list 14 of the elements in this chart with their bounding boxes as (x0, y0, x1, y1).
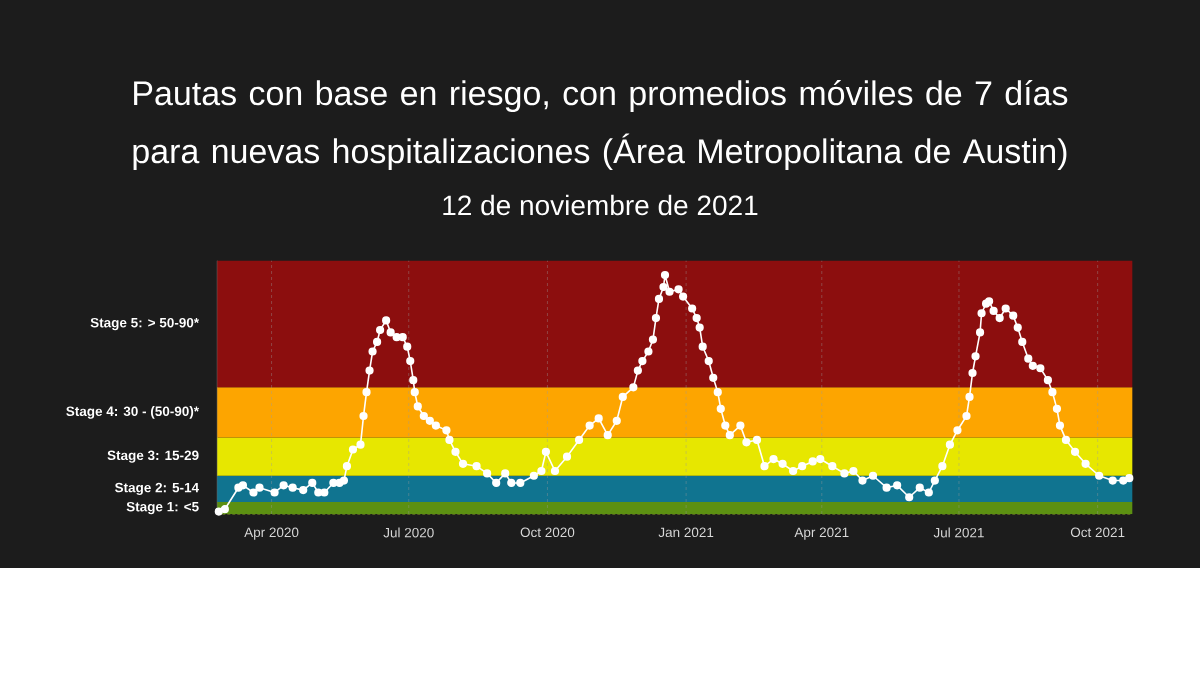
x-tick-label: Oct 2021 (1070, 527, 1125, 538)
chart-subtitle: 12 de noviembre de 2021 (443, 194, 758, 216)
band-label: Stage 4: 30 - (50-90)* (66, 406, 200, 419)
chart-title: Pautas con base en riesgo, con promedios móviles de 7 días para nuevas hospitalizaciones (Área Metropolitana de Austin) (133, 79, 1068, 171)
band-label: Stage 1: <5 (126, 501, 199, 515)
x-tick-label: Jul 2020 (383, 527, 434, 538)
band-label: Stage 5: > 50-90* (90, 317, 200, 331)
band-label: Stage 3: 15-29 (107, 450, 199, 463)
x-tick-label: Apr 2021 (794, 527, 849, 540)
x-tick-label: Oct 2020 (520, 527, 575, 538)
band-label: Stage 2: 5-14 (114, 482, 200, 496)
x-tick-label: Jan 2021 (658, 527, 714, 538)
x-tick-label: Apr 2020 (244, 527, 299, 540)
x-tick-label: Jul 2021 (933, 527, 984, 538)
